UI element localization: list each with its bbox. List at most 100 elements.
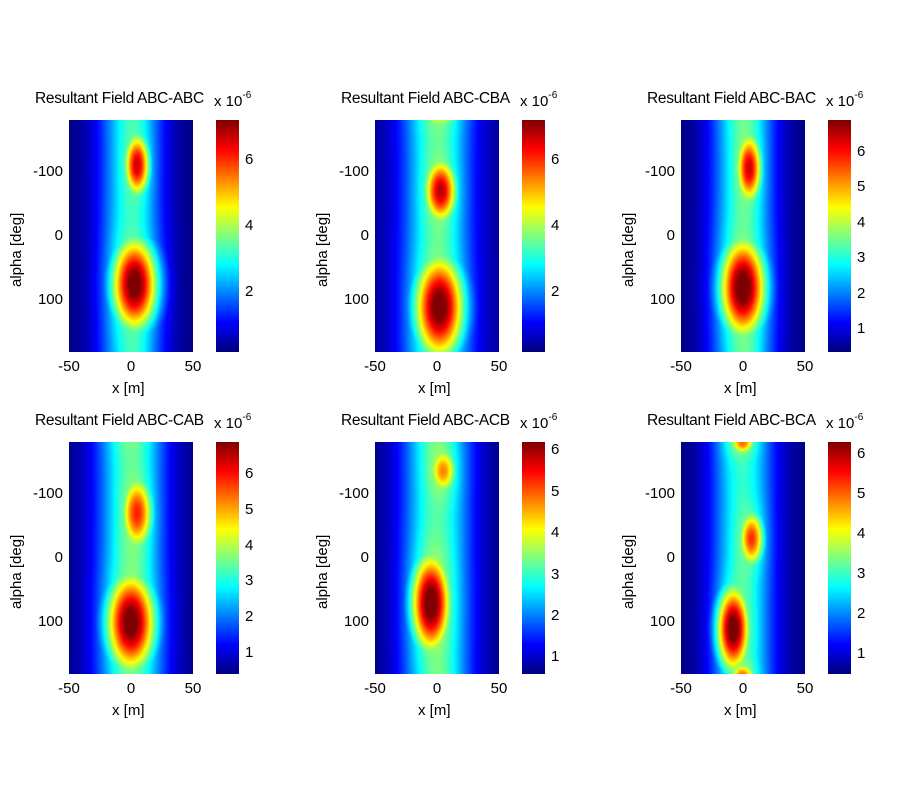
colorbar-tick-label: 2 (551, 607, 560, 624)
heatmap-image (69, 442, 193, 674)
colorbar-tick-label: 2 (551, 283, 560, 301)
colorbar-scale-label: x 10-6 (214, 412, 252, 432)
x-tick-label: 0 (432, 680, 442, 697)
colorbar-tick-label: 3 (551, 565, 560, 583)
x-axis-label: x [m] (418, 702, 451, 719)
heatmap-panel: Resultant Field ABC-ABC x 10-6 2 4 6 -100 0 100… (0, 80, 300, 400)
colorbar-scale-text: x 10 (214, 415, 243, 432)
x-axis-label: x [m] (724, 380, 757, 397)
colorbar-scale-label: x 10-6 (214, 90, 252, 110)
colorbar-tick-label: 4 (245, 217, 254, 235)
y-tick-label: 100 (37, 291, 63, 309)
y-tick-label: 0 (666, 549, 675, 566)
y-tick-label: -100 (32, 484, 63, 502)
y-tick-label: 0 (360, 549, 369, 566)
colorbar (216, 120, 239, 352)
colorbar-tick-label: 6 (551, 441, 560, 459)
colorbar-tick-label: 2 (245, 283, 254, 301)
y-tick-label: 100 (343, 613, 369, 631)
x-tick-label: -50 (670, 358, 692, 375)
x-axis-label: x [m] (418, 380, 451, 397)
y-tick-label: 100 (343, 291, 369, 309)
colorbar-exponent: -6 (548, 412, 558, 423)
heatmap-image (375, 120, 499, 352)
x-tick-label: 50 (184, 680, 202, 697)
heatmap-panel: Resultant Field ABC-CAB x 10-6 1 2 3 4 5 6 -100 0… (0, 402, 300, 722)
colorbar-tick-label: 5 (245, 500, 254, 518)
heatmap-image (69, 120, 193, 352)
colorbar-exponent: -6 (548, 90, 558, 101)
colorbar-tick-label: 2 (857, 284, 866, 302)
colorbar-tick-label: 6 (245, 465, 254, 483)
colorbar-tick-label: 4 (551, 524, 560, 542)
y-tick-label: 100 (649, 613, 675, 631)
colorbar (216, 442, 239, 674)
y-tick-label: 0 (54, 227, 63, 244)
y-axis-label: alpha [deg] (314, 212, 331, 287)
x-axis-label: x [m] (112, 702, 145, 719)
colorbar-tick-label: 6 (857, 445, 866, 462)
colorbar-scale-label: x 10-6 (826, 412, 864, 432)
y-axis-label: alpha [deg] (620, 212, 637, 287)
colorbar-exponent: -6 (854, 412, 864, 423)
colorbar-tick-label: 4 (857, 525, 866, 542)
chart-title: Resultant Field ABC-CBA (341, 90, 510, 107)
heatmap-panel: Resultant Field ABC-CBA x 10-6 2 4 6 -100 0 100… (306, 80, 606, 400)
x-tick-label: 50 (796, 358, 814, 375)
colorbar-tick-label: 3 (857, 249, 866, 267)
colorbar-scale-text: x 10 (214, 93, 243, 110)
y-axis-label: alpha [deg] (314, 534, 331, 609)
colorbar-scale-text: x 10 (520, 93, 549, 110)
y-tick-label: -100 (644, 484, 675, 502)
heatmap-image (681, 120, 805, 352)
heatmap-panel: Resultant Field ABC-ACB x 10-6 1 2 3 4 5 6 -100 0… (306, 402, 606, 722)
colorbar-scale-label: x 10-6 (826, 90, 864, 110)
x-tick-label: 0 (126, 680, 136, 697)
heatmap-panel: Resultant Field ABC-BCA x 10-6 1 2 3 4 5 6 -100 0… (612, 402, 900, 722)
heatmap-image (375, 442, 499, 674)
colorbar-exponent: -6 (854, 90, 864, 101)
y-tick-label: 100 (37, 613, 63, 631)
y-axis-label: alpha [deg] (620, 534, 637, 609)
colorbar-scale-text: x 10 (826, 93, 855, 110)
chart-title: Resultant Field ABC-BAC (647, 90, 816, 107)
x-tick-label: 50 (796, 680, 814, 697)
x-tick-label: 50 (490, 680, 508, 697)
y-tick-label: -100 (338, 162, 369, 180)
x-tick-label: -50 (58, 358, 80, 375)
colorbar (828, 442, 851, 674)
y-tick-label: -100 (32, 162, 63, 180)
colorbar-tick-label: 4 (245, 536, 254, 554)
chart-title: Resultant Field ABC-ABC (35, 90, 204, 107)
y-tick-label: 0 (666, 227, 675, 244)
colorbar-tick-label: 4 (857, 213, 866, 231)
x-tick-label: -50 (364, 358, 386, 375)
colorbar-tick-label: 5 (551, 482, 560, 500)
x-axis-label: x [m] (112, 380, 145, 397)
colorbar (522, 442, 545, 674)
colorbar-tick-label: 1 (857, 645, 866, 662)
colorbar-tick-label: 6 (857, 142, 866, 160)
colorbar-exponent: -6 (242, 90, 252, 101)
chart-title: Resultant Field ABC-CAB (35, 412, 204, 429)
colorbar-tick-label: 4 (551, 217, 560, 235)
x-tick-label: -50 (670, 680, 692, 697)
colorbar-scale-text: x 10 (520, 415, 549, 432)
colorbar-tick-label: 2 (857, 605, 866, 622)
y-axis-label: alpha [deg] (8, 212, 25, 287)
colorbar-tick-label: 5 (857, 178, 866, 196)
y-tick-label: -100 (338, 484, 369, 502)
colorbar (828, 120, 851, 352)
y-tick-label: -100 (644, 162, 675, 180)
y-tick-label: 0 (360, 227, 369, 244)
colorbar-tick-label: 6 (245, 150, 254, 168)
colorbar-tick-label: 1 (551, 648, 560, 666)
x-tick-label: 50 (184, 358, 202, 375)
colorbar-tick-label: 6 (551, 150, 560, 168)
y-tick-label: 0 (54, 549, 63, 566)
colorbar-exponent: -6 (242, 412, 252, 423)
y-axis-label: alpha [deg] (8, 534, 25, 609)
y-tick-label: 100 (649, 291, 675, 309)
colorbar-tick-label: 1 (857, 319, 866, 337)
